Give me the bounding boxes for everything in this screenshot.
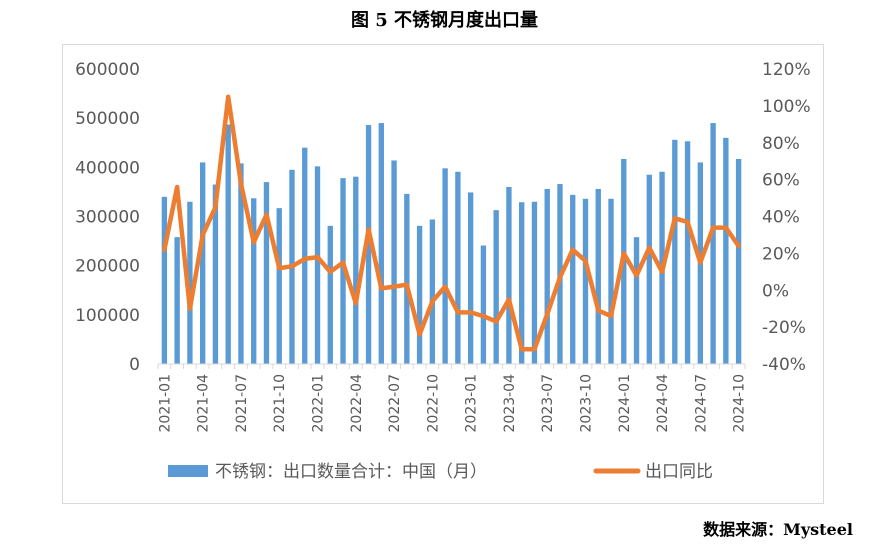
x-axis-ticks	[157, 364, 746, 369]
bar	[199, 162, 206, 364]
legend-bar-swatch	[168, 465, 208, 477]
x-axis-labels: 2021-01 2021-04 2021-07 2021-10 2022-01 2022-…	[157, 374, 747, 433]
bar	[212, 184, 219, 364]
bar	[633, 237, 640, 364]
bar	[378, 123, 384, 364]
bar	[519, 202, 525, 364]
right-axis-ticks: -40% -20% 0% 20% 40% 60% 80% 100% 120%	[762, 60, 811, 375]
left-axis-ticks: 0 100000 200000 300000 400000 500000 600000	[75, 60, 140, 375]
bar	[506, 187, 512, 364]
bar-series	[161, 123, 742, 364]
bar	[429, 219, 436, 364]
bar	[391, 160, 397, 364]
left-tick-label: 100000	[75, 306, 140, 326]
right-tick-label: 20%	[762, 244, 800, 264]
bar	[340, 178, 346, 364]
right-tick-label: 100%	[762, 97, 811, 117]
x-tick-label: 2021-01	[157, 374, 173, 433]
left-tick-label: 400000	[75, 158, 140, 178]
left-tick-label: 500000	[75, 109, 140, 129]
bar	[710, 123, 716, 364]
bar	[570, 194, 576, 364]
x-tick-label: 2023-04	[502, 374, 518, 433]
bar	[251, 198, 257, 364]
x-tick-label: 2024-07	[693, 374, 709, 433]
x-tick-label: 2021-04	[196, 374, 212, 433]
bar	[353, 176, 359, 364]
right-tick-label: -40%	[762, 355, 806, 375]
legend-bar-label: 不锈钢：出口数量合计：中国（月）	[215, 462, 487, 482]
x-tick-label: 2023-07	[540, 374, 556, 433]
x-tick-label: 2022-10	[425, 374, 441, 433]
bar	[365, 125, 372, 364]
bar	[531, 201, 538, 364]
bar	[276, 208, 282, 364]
bar	[595, 188, 601, 364]
x-tick-label: 2023-10	[578, 374, 594, 433]
bar	[684, 141, 691, 364]
bar	[646, 174, 652, 364]
right-tick-label: 120%	[762, 60, 811, 80]
right-tick-label: 80%	[762, 134, 800, 154]
chart-title: 图 5 不锈钢月度出口量	[350, 10, 539, 31]
right-tick-label: 60%	[762, 171, 800, 191]
bar	[735, 158, 742, 364]
source-note: 数据来源：Mysteel	[703, 520, 853, 539]
x-tick-label: 2022-04	[349, 374, 365, 433]
right-tick-label: -20%	[762, 318, 806, 338]
bar	[314, 166, 321, 364]
bar	[327, 225, 333, 364]
legend-line-label: 出口同比	[645, 462, 713, 482]
bar	[238, 163, 244, 364]
bar	[455, 171, 461, 364]
left-tick-label: 200000	[75, 257, 140, 277]
bar	[187, 201, 193, 364]
bar	[723, 137, 729, 364]
x-tick-label: 2022-07	[387, 374, 403, 433]
bar	[467, 192, 474, 364]
left-tick-label: 600000	[75, 60, 140, 80]
left-tick-label: 300000	[75, 208, 140, 228]
bar	[493, 210, 499, 364]
bar	[608, 198, 614, 364]
bar	[672, 139, 678, 364]
bar	[582, 198, 589, 364]
x-tick-label: 2021-10	[272, 374, 288, 433]
x-tick-label: 2022-01	[311, 374, 327, 433]
bar	[544, 188, 550, 364]
legend: 不锈钢：出口数量合计：中国（月） 出口同比	[168, 462, 713, 482]
bar	[174, 237, 180, 364]
yoy-line	[162, 94, 741, 352]
right-tick-label: 40%	[762, 208, 800, 228]
left-tick-label: 0	[129, 355, 140, 375]
right-tick-label: 0%	[762, 281, 789, 301]
bar	[263, 182, 270, 364]
x-tick-label: 2021-07	[234, 374, 250, 433]
x-tick-label: 2024-10	[732, 374, 748, 433]
bar	[416, 225, 423, 364]
bar	[161, 196, 168, 364]
x-tick-label: 2023-01	[464, 374, 480, 433]
x-tick-label: 2024-04	[655, 374, 671, 433]
bar	[480, 245, 487, 364]
bar	[225, 124, 231, 364]
bar	[404, 193, 410, 364]
bar	[442, 168, 448, 364]
bar	[302, 147, 308, 364]
chart-frame	[62, 44, 824, 504]
x-tick-label: 2024-01	[617, 374, 633, 433]
